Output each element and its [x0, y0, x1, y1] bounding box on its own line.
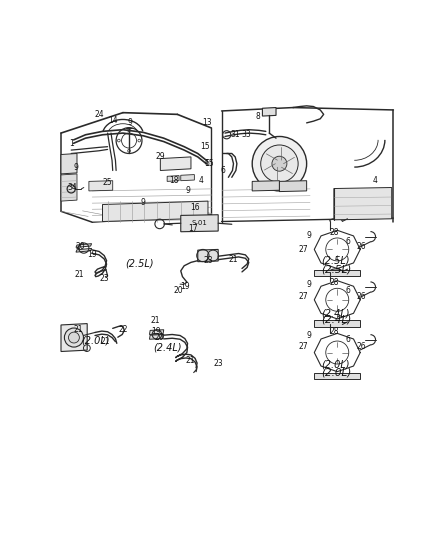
- Circle shape: [64, 328, 83, 347]
- Text: 22: 22: [118, 325, 127, 334]
- Text: 26: 26: [356, 342, 365, 351]
- Text: 26: 26: [356, 242, 365, 251]
- Text: 28: 28: [328, 278, 338, 287]
- Text: (2.0L): (2.0L): [320, 367, 350, 377]
- Text: 9: 9: [306, 330, 311, 340]
- Text: 27: 27: [298, 342, 307, 351]
- Text: 4: 4: [198, 175, 203, 184]
- Polygon shape: [76, 248, 92, 252]
- Polygon shape: [180, 215, 218, 232]
- Text: 9: 9: [127, 118, 133, 127]
- Text: 19: 19: [180, 282, 189, 292]
- Polygon shape: [314, 373, 360, 379]
- Text: 31: 31: [230, 130, 240, 139]
- Text: 34: 34: [67, 183, 77, 192]
- Text: 21: 21: [73, 325, 83, 334]
- Text: 24: 24: [94, 109, 104, 118]
- Text: 21: 21: [185, 356, 194, 365]
- Text: (2.0L): (2.0L): [81, 336, 109, 345]
- Polygon shape: [88, 181, 113, 191]
- Text: 13: 13: [202, 118, 212, 127]
- Polygon shape: [262, 108, 276, 116]
- Text: 6: 6: [344, 237, 349, 246]
- Polygon shape: [251, 181, 279, 191]
- Text: (2.0L): (2.0L): [321, 359, 350, 369]
- Text: 21: 21: [151, 317, 160, 325]
- Polygon shape: [167, 175, 179, 181]
- Text: 6: 6: [344, 335, 349, 344]
- Polygon shape: [149, 330, 163, 335]
- Text: 18: 18: [169, 175, 178, 184]
- Text: 6: 6: [344, 286, 349, 295]
- Polygon shape: [314, 320, 360, 327]
- Polygon shape: [279, 181, 306, 191]
- Text: 28: 28: [328, 327, 338, 336]
- Polygon shape: [61, 174, 77, 201]
- Text: 25: 25: [102, 178, 112, 187]
- Circle shape: [271, 156, 286, 171]
- Text: (2.5L): (2.5L): [321, 256, 350, 266]
- Text: 33: 33: [240, 130, 251, 139]
- Text: 1: 1: [69, 140, 74, 149]
- Text: 20: 20: [154, 333, 163, 342]
- Text: 4: 4: [371, 175, 376, 184]
- Text: 29: 29: [155, 152, 165, 161]
- Polygon shape: [76, 244, 92, 247]
- Text: 17: 17: [188, 224, 198, 233]
- Text: 19: 19: [87, 251, 96, 260]
- Polygon shape: [180, 175, 194, 181]
- Text: 19: 19: [151, 327, 161, 336]
- Text: 15: 15: [200, 141, 210, 150]
- Text: 9: 9: [306, 280, 311, 289]
- Text: (2.4L): (2.4L): [152, 342, 181, 352]
- Text: 8: 8: [254, 111, 259, 120]
- Text: 26: 26: [356, 292, 365, 301]
- Text: 27: 27: [298, 292, 307, 301]
- Text: S-01: S-01: [191, 220, 207, 226]
- Text: 28: 28: [328, 228, 338, 237]
- Text: 14: 14: [108, 116, 117, 125]
- Text: 20: 20: [173, 286, 183, 295]
- Text: (2.5L): (2.5L): [125, 259, 154, 269]
- Polygon shape: [149, 335, 163, 339]
- Polygon shape: [198, 249, 218, 262]
- Text: (2.5L): (2.5L): [320, 264, 350, 274]
- Text: 9: 9: [73, 163, 78, 172]
- Text: 15: 15: [203, 158, 213, 167]
- Text: (2.4L): (2.4L): [321, 309, 350, 318]
- Text: 9: 9: [306, 231, 311, 240]
- Circle shape: [252, 136, 306, 191]
- Text: 21: 21: [74, 270, 84, 279]
- Polygon shape: [314, 270, 360, 276]
- Text: 23: 23: [99, 273, 109, 282]
- Polygon shape: [160, 157, 191, 171]
- Polygon shape: [333, 188, 391, 220]
- Text: 21: 21: [228, 255, 237, 264]
- Polygon shape: [102, 201, 208, 222]
- Text: 20: 20: [75, 241, 85, 251]
- Circle shape: [68, 332, 79, 343]
- Text: 16: 16: [190, 204, 199, 213]
- Text: 6: 6: [220, 166, 225, 175]
- Text: 6: 6: [205, 159, 209, 168]
- Text: (2.4L): (2.4L): [320, 314, 350, 325]
- Text: 27: 27: [298, 245, 307, 254]
- Polygon shape: [61, 324, 87, 351]
- Circle shape: [260, 145, 297, 182]
- Text: 21: 21: [100, 337, 110, 346]
- Polygon shape: [61, 154, 77, 174]
- Text: 23: 23: [213, 359, 223, 368]
- Text: 9: 9: [185, 187, 190, 196]
- Text: 23: 23: [203, 256, 213, 265]
- Text: 9: 9: [141, 198, 145, 207]
